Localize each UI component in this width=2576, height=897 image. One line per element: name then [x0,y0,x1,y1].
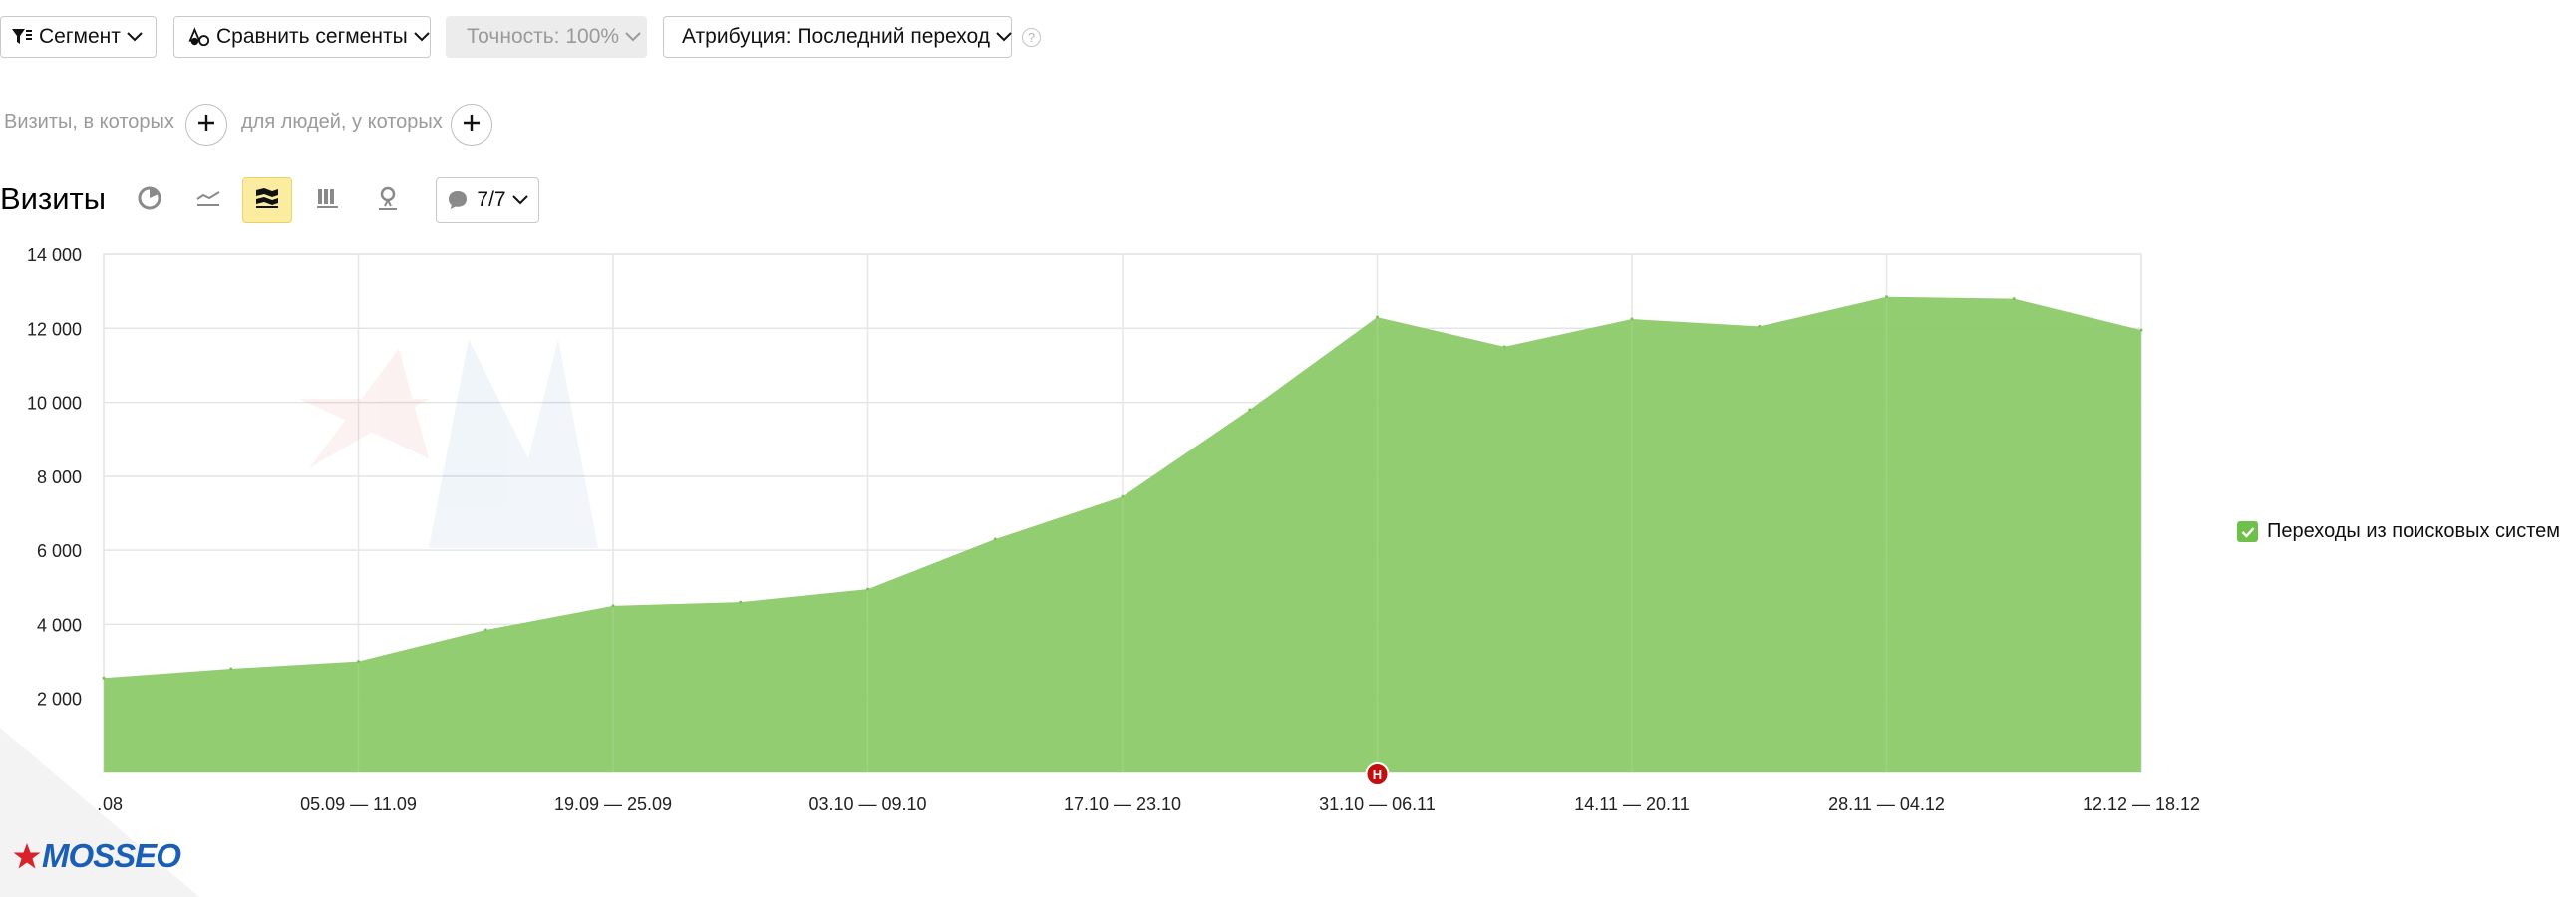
logo-text: MOSSEO [42,837,181,874]
accuracy-button[interactable]: Точность: 100% [446,16,647,58]
data-point [1248,408,1252,412]
data-point [483,628,487,632]
x-tick-label: 05.09 — 11.09 [300,794,417,814]
pie-chart-icon [137,185,162,216]
chevron-down-icon [996,28,1012,46]
data-point [1502,345,1506,349]
add-visit-condition-button[interactable] [185,104,227,146]
line-chart-view-button[interactable] [183,177,233,223]
plus-icon [462,113,482,138]
x-tick-label: 17.10 — 23.10 [1064,794,1181,814]
mosseo-logo: MOSSEO [12,837,181,875]
comment-icon [447,189,469,211]
bar-chart-view-button[interactable] [303,177,353,223]
pie-chart-view-button[interactable] [125,177,174,223]
watermark-star [299,349,429,468]
data-point [866,587,869,591]
x-tick-label: 14.11 — 20.11 [1574,794,1689,814]
x-tick-label: 03.10 — 09.10 [808,794,926,814]
attribution-label: Атрибуция: Последний переход [682,25,991,48]
compare-segments-label: Сравнить сегменты [216,25,408,48]
annotation-marker [1365,762,1390,786]
chevron-down-icon [127,28,143,46]
x-tick-label: 19.09 — 25.09 [554,794,672,814]
x-tick-label: 12.12 — 18.12 [2083,794,2200,814]
segment-button[interactable]: Сегмент [0,16,157,58]
data-point [993,537,997,541]
watermark [299,339,598,548]
chevron-down-icon [625,28,641,46]
compare-icon [188,26,210,48]
x-tick-label: 28.11 — 04.12 [1828,794,1945,814]
plus-icon [196,113,216,138]
help-icon[interactable]: ? [1022,28,1041,47]
filter-icon [11,26,33,48]
annotations-count: 7/7 [477,188,506,211]
y-tick-label: 4 000 [37,615,82,635]
accuracy-label: Точность: 100% [467,25,620,48]
y-tick-label: 8 000 [37,467,82,487]
area-chart-view-button[interactable] [242,177,292,223]
data-point [102,676,106,680]
x-tick-label: 31.10 — 06.11 [1319,794,1436,814]
chevron-down-icon [413,28,430,46]
data-point [1758,324,1762,328]
y-tick-label: 6 000 [37,541,82,561]
add-people-condition-button[interactable] [451,104,492,146]
series-area [104,296,2141,772]
chevron-down-icon [511,195,528,205]
data-point [1885,295,1888,299]
annotation-marker-label: Н [1373,767,1382,782]
legend-item[interactable]: Переходы из поисковых систем [2237,520,2560,543]
map-view-button[interactable] [363,177,413,223]
map-pin-icon [376,185,400,216]
y-tick-label: 10 000 [27,394,82,414]
data-point [2139,328,2143,332]
data-point [357,660,360,664]
line-chart-icon [195,187,221,214]
compare-segments-button[interactable]: Сравнить сегменты [173,16,431,58]
annotations-button[interactable]: 7/7 [436,177,539,223]
segment-button-label: Сегмент [39,25,121,48]
data-point [611,604,615,608]
data-point [1121,494,1125,498]
area-chart-icon [254,186,280,215]
bar-chart-icon [316,186,340,215]
data-point [739,600,743,604]
y-tick-label: 12 000 [27,319,82,339]
attribution-button[interactable]: Атрибуция: Последний переход [663,16,1012,58]
legend-label: Переходы из поисковых систем [2267,520,2561,542]
y-tick-label: 14 000 [27,245,82,265]
data-point [1630,317,1634,321]
logo-background [0,728,199,897]
people-condition-label: для людей, у которых [241,111,443,133]
y-tick-label: 2 000 [37,690,82,710]
data-point [2012,297,2016,301]
report-title: Визиты [0,181,107,216]
watermark-letter [429,339,598,548]
checkbox-checked-icon[interactable] [2237,521,2258,542]
star-icon [12,841,42,871]
visits-condition-label: Визиты, в которых [4,111,174,133]
data-point [1376,315,1379,319]
data-point [229,667,233,671]
